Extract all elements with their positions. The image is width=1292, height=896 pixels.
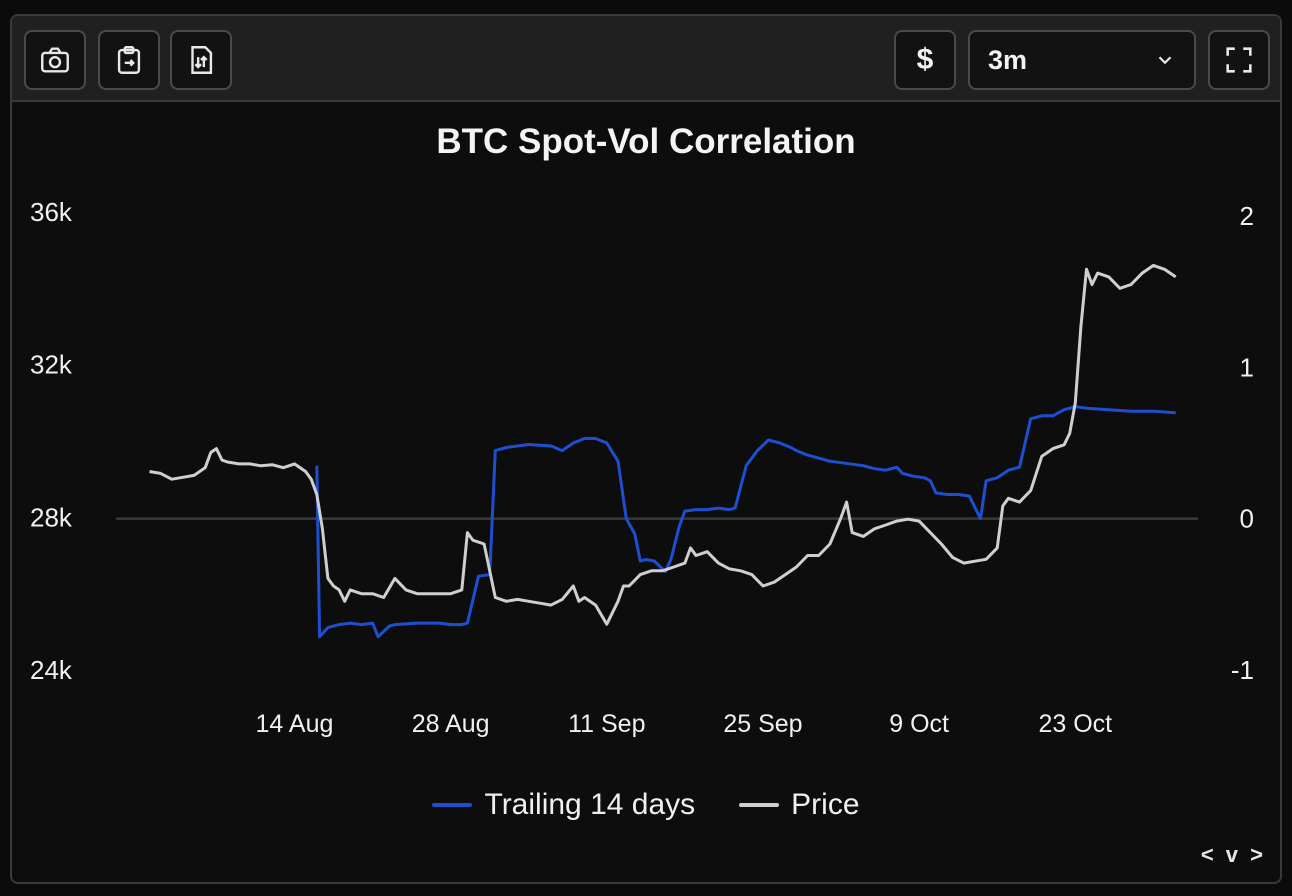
download-icon xyxy=(191,46,213,74)
fullscreen-button[interactable] xyxy=(1208,30,1270,90)
series-line-trailing xyxy=(315,405,1176,639)
currency-button[interactable]: $ xyxy=(894,30,956,90)
series-line-price xyxy=(149,263,1177,626)
range-select[interactable]: 3m xyxy=(968,30,1196,90)
clipboard-icon-button[interactable] xyxy=(98,30,160,90)
camera-icon-button[interactable] xyxy=(24,30,86,90)
chart-plot: 36k 32k 28k 24k 2 1 0 -1 14 Aug 28 Aug 11 Sep 25 Se… xyxy=(30,197,1254,738)
y-right-tick-label: 1 xyxy=(1240,352,1254,382)
x-tick-label: 25 Sep xyxy=(723,710,802,738)
x-tick-label: 9 Oct xyxy=(889,710,949,738)
y-right-tick-label: 2 xyxy=(1240,201,1254,231)
range-select-value: 3m xyxy=(988,44,1028,75)
legend-swatch-price xyxy=(739,803,780,807)
chevron-down-icon xyxy=(1158,56,1172,65)
legend-pager[interactable]: < v > xyxy=(1200,842,1266,867)
legend-item-trailing[interactable]: Trailing 14 days xyxy=(432,788,695,822)
chart-toolbar: $ 3m xyxy=(12,16,1280,102)
legend-item-price[interactable]: Price xyxy=(739,788,860,822)
y-left-tick-label: 32k xyxy=(30,350,73,380)
legend-label-price: Price xyxy=(791,788,860,821)
y-right-tick-label: 0 xyxy=(1240,504,1254,534)
chart-title: BTC Spot-Vol Correlation xyxy=(436,122,856,161)
y-left-tick-label: 36k xyxy=(30,197,73,227)
download-icon-button[interactable] xyxy=(170,30,232,90)
y-left-tick-label: 28k xyxy=(30,502,73,532)
y-left-tick-label: 24k xyxy=(30,655,73,685)
chart-legend: Trailing 14 days Price xyxy=(12,788,1280,822)
camera-icon xyxy=(41,47,69,73)
y-right-tick-label: -1 xyxy=(1231,655,1254,685)
x-tick-label: 23 Oct xyxy=(1038,710,1112,738)
clipboard-icon xyxy=(117,46,141,74)
x-tick-label: 11 Sep xyxy=(568,710,645,738)
x-tick-label: 14 Aug xyxy=(256,710,334,738)
chart-panel: $ 3m BTC Spot-Vol Correlation 36k 32k 28k 2… xyxy=(10,14,1282,884)
legend-swatch-trailing xyxy=(432,803,473,807)
fullscreen-icon xyxy=(1226,47,1252,73)
x-tick-label: 28 Aug xyxy=(412,710,490,738)
legend-label-trailing: Trailing 14 days xyxy=(484,788,696,821)
currency-label: $ xyxy=(916,43,934,76)
